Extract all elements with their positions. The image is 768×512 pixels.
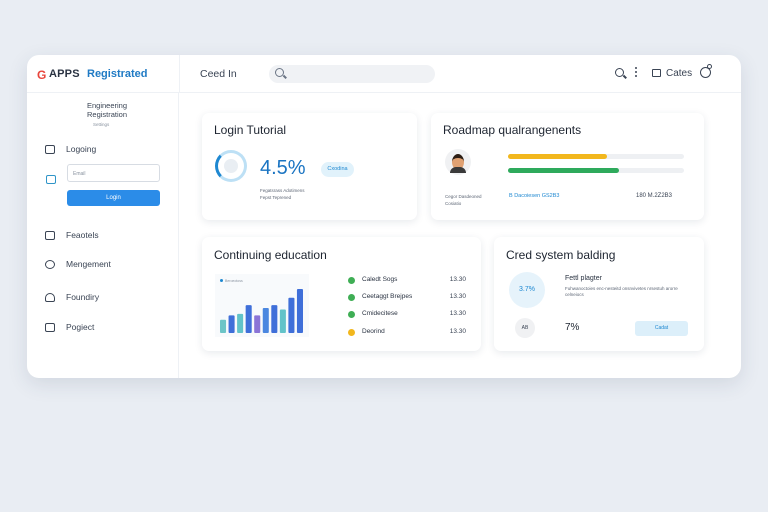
settings-icon bbox=[45, 259, 55, 269]
roadmap-card[interactable]: Roadmap qualrangenents Cegor Dasdeoned C… bbox=[431, 113, 704, 220]
card-title: Cred system balding bbox=[506, 248, 616, 262]
item-name: Ceetaggt Brejpes bbox=[362, 293, 413, 300]
chart-svg bbox=[220, 288, 303, 333]
card-footer: Cegor Dasdeoned Cosiatio bbox=[445, 193, 482, 207]
status-icon bbox=[348, 311, 355, 318]
sidebar-item-label: Mengement bbox=[66, 259, 111, 269]
status-icon bbox=[348, 329, 355, 336]
sidebar-item-label: Logoing bbox=[66, 144, 97, 154]
sidebar-subtitle: Settings bbox=[93, 122, 110, 127]
sidebar-item-label: Feaotels bbox=[66, 230, 99, 240]
sidebar-item-mengement[interactable]: Mengement bbox=[45, 257, 111, 271]
list-item[interactable]: Caledt Sogs 13.30 bbox=[348, 276, 466, 286]
status-icon bbox=[348, 294, 355, 301]
chart-bar bbox=[245, 305, 252, 333]
item-value: 13.30 bbox=[449, 293, 466, 300]
item-name: Deorind bbox=[362, 328, 385, 335]
footer-line: Cosiatio bbox=[445, 201, 462, 206]
ring-value: 3.7% bbox=[509, 272, 545, 308]
bar-chart: Beroeotoss bbox=[215, 274, 309, 337]
footer-line: Fegatsrass Adotimens bbox=[260, 188, 305, 193]
avatar: AB bbox=[515, 318, 535, 338]
logo-icon: G bbox=[37, 68, 47, 82]
nav-ceed-in[interactable]: Ceed In bbox=[200, 68, 237, 80]
sidebar-item-login[interactable]: Logoing bbox=[45, 142, 96, 156]
avatar bbox=[445, 149, 471, 175]
chart-header: Beroeotoss bbox=[220, 279, 243, 283]
progress-fill bbox=[508, 154, 607, 159]
progress-ring bbox=[215, 150, 247, 182]
divider bbox=[179, 55, 180, 93]
item-name: Caledt Sogs bbox=[362, 276, 398, 283]
sidebar-item-label: Foundiry bbox=[66, 292, 100, 302]
percent-value: 7% bbox=[565, 322, 580, 333]
section-text: Fuhwanoctoies enc-nesteitd onsnvivetes n… bbox=[565, 286, 678, 297]
chart-bar bbox=[262, 308, 269, 333]
item-name: Cmidecitese bbox=[362, 310, 398, 317]
footer-link[interactable]: B Dacoiesen GS2B3 bbox=[509, 193, 560, 199]
status-icon bbox=[348, 277, 355, 284]
login-icon bbox=[46, 175, 56, 184]
sidebar-item-pogiect[interactable]: Pogiect bbox=[45, 320, 94, 334]
chart-bar bbox=[228, 315, 235, 333]
list-item[interactable]: Deorind 13.30 bbox=[348, 328, 466, 338]
card-footer: Fegatsrass Adotimens Fepst Teprened bbox=[260, 187, 305, 201]
sidebar: Engineering Registration Settings Logoin… bbox=[27, 93, 179, 378]
chart-bar bbox=[237, 313, 244, 333]
more-icon[interactable] bbox=[635, 67, 638, 80]
chat-icon bbox=[45, 230, 55, 240]
sidebar-item-foundiry[interactable]: Foundiry bbox=[45, 290, 99, 304]
chart-bar bbox=[288, 297, 295, 333]
chart-bar bbox=[254, 315, 261, 333]
search-icon bbox=[275, 68, 284, 77]
app-window: G APPS Registrated Ceed In Cates Enginee… bbox=[27, 55, 741, 378]
sidebar-item-label: Pogiect bbox=[66, 322, 95, 332]
card-title: Roadmap qualrangenents bbox=[443, 123, 582, 137]
footer-line: Fepst Teprened bbox=[260, 195, 292, 200]
email-field[interactable]: Email bbox=[67, 164, 160, 182]
folder-icon[interactable] bbox=[652, 69, 661, 77]
progress-fill bbox=[508, 168, 619, 173]
action-button[interactable]: Cadat bbox=[635, 321, 688, 336]
chart-bar bbox=[296, 288, 303, 333]
item-value: 13.30 bbox=[449, 310, 466, 317]
user-icon bbox=[45, 292, 55, 302]
card-title: Continuing education bbox=[214, 248, 327, 262]
footer-line: Cegor Dasdeoned bbox=[445, 194, 482, 199]
sidebar-title: Engineering Registration bbox=[86, 101, 128, 119]
user-menu-icon[interactable] bbox=[700, 64, 712, 78]
grid-icon bbox=[45, 322, 55, 332]
list-item[interactable]: Ceetaggt Brejpes 13.30 bbox=[348, 293, 466, 303]
status-badge[interactable]: Cxodina bbox=[321, 162, 354, 177]
registered-link[interactable]: Registrated bbox=[87, 68, 148, 80]
top-bar: G APPS Registrated Ceed In Cates bbox=[27, 55, 741, 93]
cred-system-card[interactable]: Cred system balding 3.7% Fettl plagter F… bbox=[494, 237, 704, 351]
percent-value: 4.5% bbox=[260, 157, 306, 179]
login-button[interactable]: Login bbox=[67, 190, 160, 206]
calendar-icon bbox=[45, 144, 55, 154]
list-item[interactable]: Cmidecitese 13.30 bbox=[348, 310, 466, 320]
login-tutorial-card[interactable]: Login Tutorial 4.5% Cxodina Fegatsrass A… bbox=[202, 113, 417, 220]
search-icon[interactable] bbox=[615, 68, 624, 77]
progress-bar bbox=[508, 168, 684, 173]
item-value: 13.30 bbox=[449, 328, 466, 335]
search-input[interactable] bbox=[269, 65, 435, 83]
progress-bar bbox=[508, 154, 684, 159]
cates-menu[interactable]: Cates bbox=[666, 68, 693, 79]
chart-bar bbox=[220, 319, 227, 333]
card-title: Login Tutorial bbox=[214, 123, 287, 137]
education-card[interactable]: Continuing education Beroeotoss Caledt S… bbox=[202, 237, 481, 351]
chart-bar bbox=[271, 305, 278, 333]
sidebar-item-feaotels[interactable]: Feaotels bbox=[45, 228, 99, 242]
chart-bar bbox=[279, 309, 286, 333]
section-heading: Fettl plagter bbox=[565, 275, 602, 282]
brand-name: APPS bbox=[49, 68, 80, 80]
item-value: 13.30 bbox=[449, 276, 466, 283]
footer-value: 180 M.2Z2B3 bbox=[636, 193, 673, 199]
